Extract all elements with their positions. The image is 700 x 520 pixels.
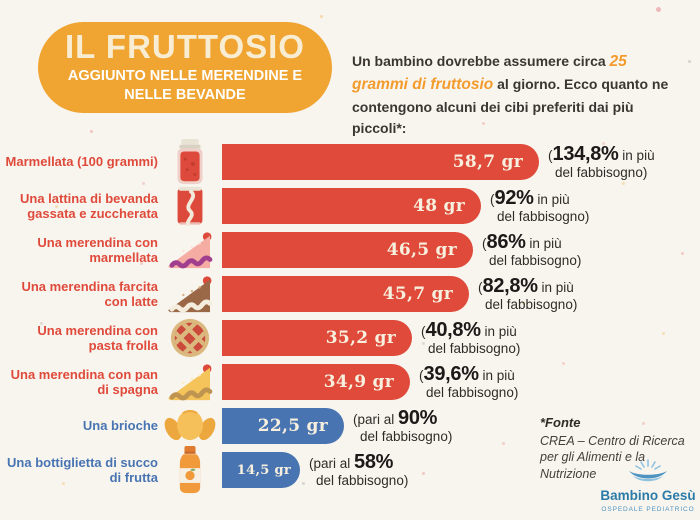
shortcrust-pie-icon (158, 317, 222, 359)
row-label: Una merendina con pasta frolla (37, 322, 158, 353)
bar: 45,7 gr (222, 276, 469, 312)
percent-value: 40,8% (425, 319, 482, 342)
jam-cake-slice-icon (158, 230, 222, 270)
page-title: IL FRUTTOSIO (65, 28, 305, 66)
sponge-cake-slice-icon (158, 362, 222, 402)
chart-row: Marmellata (100 grammi) 58,7 gr (134,8% … (0, 138, 700, 186)
bar-value: 22,5 gr (257, 416, 328, 436)
chart-row: Una lattina di bevanda gassata e zuccher… (0, 184, 700, 228)
intro-after: al giorno. Ecco quanto ne contengono alc… (352, 76, 669, 136)
bar-annotation: (134,8% in più del fabbisogno) (548, 143, 655, 181)
source-text: CREA – Centro di Ricerca per gli Aliment… (540, 433, 685, 482)
intro-before: Un bambino dovrebbe assumere circa (352, 53, 606, 69)
bar-annotation: (40,8% in più del fabbisogno) (421, 319, 521, 357)
intro-text: Un bambino dovrebbe assumere circa 25 gr… (352, 50, 684, 139)
bar: 48 gr (222, 188, 481, 224)
bar-value: 14,5 gr (236, 462, 291, 478)
jam-jar-icon (158, 138, 222, 186)
background-speckles (0, 0, 3, 3)
bar-annotation: (39,6% in più del fabbisogno) (419, 363, 519, 401)
source-title: *Fonte (540, 415, 581, 430)
percent-value: 86% (486, 231, 526, 254)
bar-annotation: (92% in più del fabbisogno) (490, 187, 590, 225)
bar: 35,2 gr (222, 320, 412, 356)
row-label: Una brioche (82, 418, 158, 434)
bar-value: 46,5 gr (386, 240, 457, 260)
chart-row: Una merendina con pasta frolla 35,2 gr (… (0, 316, 700, 360)
percent-value: 90% (398, 407, 438, 430)
bar-annotation: (pari al 90% del fabbisogno) (353, 407, 453, 445)
bar-annotation: (86% in più del fabbisogno) (482, 231, 582, 269)
bar: 22,5 gr (222, 408, 344, 444)
bambino-gesu-dove-hands-icon (629, 459, 667, 482)
bar-value: 35,2 gr (325, 328, 396, 348)
fructose-bar-chart: Marmellata (100 grammi) 58,7 gr (134,8% … (0, 138, 700, 494)
row-label: Una merendina con pan di spagna (10, 366, 158, 397)
chart-row: Una bottiglietta di succo di frutta 14,5… (0, 446, 700, 494)
percent-value: 58% (354, 451, 394, 474)
percent-value: 82,8% (482, 275, 539, 298)
bar-annotation: (pari al 58% del fabbisogno) (309, 451, 409, 489)
bar: 14,5 gr (222, 452, 300, 488)
hospital-logo: Bambino Gesù OSPEDALE PEDIATRICO (596, 458, 700, 513)
bar: 34,9 gr (222, 364, 410, 400)
bar-value: 58,7 gr (452, 152, 523, 172)
intro-highlight: 25 grammi di fruttosio (352, 53, 627, 94)
row-label: Una merendina farcita con latte (21, 278, 158, 309)
juice-bottle-icon (158, 446, 222, 494)
croissant-icon (158, 407, 222, 445)
percent-value: 92% (494, 187, 534, 210)
bar-value: 48 gr (413, 196, 465, 216)
bar-annotation: (82,8% in più del fabbisogno) (478, 275, 578, 313)
bar-value: 45,7 gr (382, 284, 453, 304)
chart-row: Una merendina farcita con latte 45,7 gr … (0, 272, 700, 316)
row-label: Marmellata (100 grammi) (5, 154, 158, 170)
percent-value: 39,6% (423, 363, 480, 386)
chart-row: Una brioche 22,5 gr (pari al 90% del fab… (0, 404, 700, 448)
row-label: Una lattina di bevanda gassata e zuccher… (20, 190, 158, 221)
title-banner: IL FRUTTOSIO AGGIUNTO NELLE MERENDINE E … (38, 22, 332, 113)
bar: 58,7 gr (222, 144, 539, 180)
logo-subtitle: OSPEDALE PEDIATRICO (601, 505, 695, 513)
row-label: Una bottiglietta di succo di frutta (7, 454, 158, 485)
chart-row: Una merendina con marmellata 46,5 gr (86… (0, 228, 700, 272)
row-label: Una merendina con marmellata (37, 234, 158, 265)
milk-filled-cake-slice-icon (158, 274, 222, 314)
source-note: *Fonte CREA – Centro di Ricerca per gli … (540, 414, 700, 483)
percent-value: 134,8% (552, 143, 619, 166)
soda-can-icon (158, 184, 222, 228)
bar-value: 34,9 gr (323, 372, 394, 392)
chart-row: Una merendina con pan di spagna 34,9 gr … (0, 360, 700, 404)
logo-name: Bambino Gesù (600, 488, 696, 503)
page-subtitle: AGGIUNTO NELLE MERENDINE E NELLE BEVANDE (67, 68, 303, 103)
bar: 46,5 gr (222, 232, 473, 268)
